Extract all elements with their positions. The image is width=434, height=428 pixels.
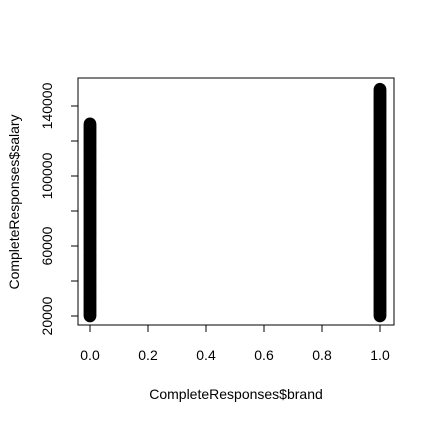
x-axis-title: CompleteResponses$brand (149, 386, 323, 402)
x-tick-label: 1.0 (370, 347, 390, 363)
y-tick-label: 60000 (39, 226, 55, 265)
y-tick-label: 100000 (39, 152, 55, 199)
x-tick-label: 0.8 (312, 347, 332, 363)
data-point (83, 117, 97, 131)
data-point (373, 82, 387, 96)
plot-frame (77, 77, 395, 326)
y-tick-label: 20000 (39, 296, 55, 335)
x-tick-label: 0.6 (254, 347, 274, 363)
x-tick-label: 0.4 (196, 347, 216, 363)
y-axis-title: CompleteResponses$salary (6, 114, 22, 289)
x-tick-label: 0.0 (80, 347, 100, 363)
data-points-layer (83, 82, 387, 323)
x-tick-label: 0.2 (138, 347, 158, 363)
y-tick-label: 140000 (39, 82, 55, 129)
x-axis: 0.0 0.2 0.4 0.6 0.8 1.0 (80, 324, 390, 363)
y-axis: 20000 60000 100000 140000 (39, 82, 79, 335)
